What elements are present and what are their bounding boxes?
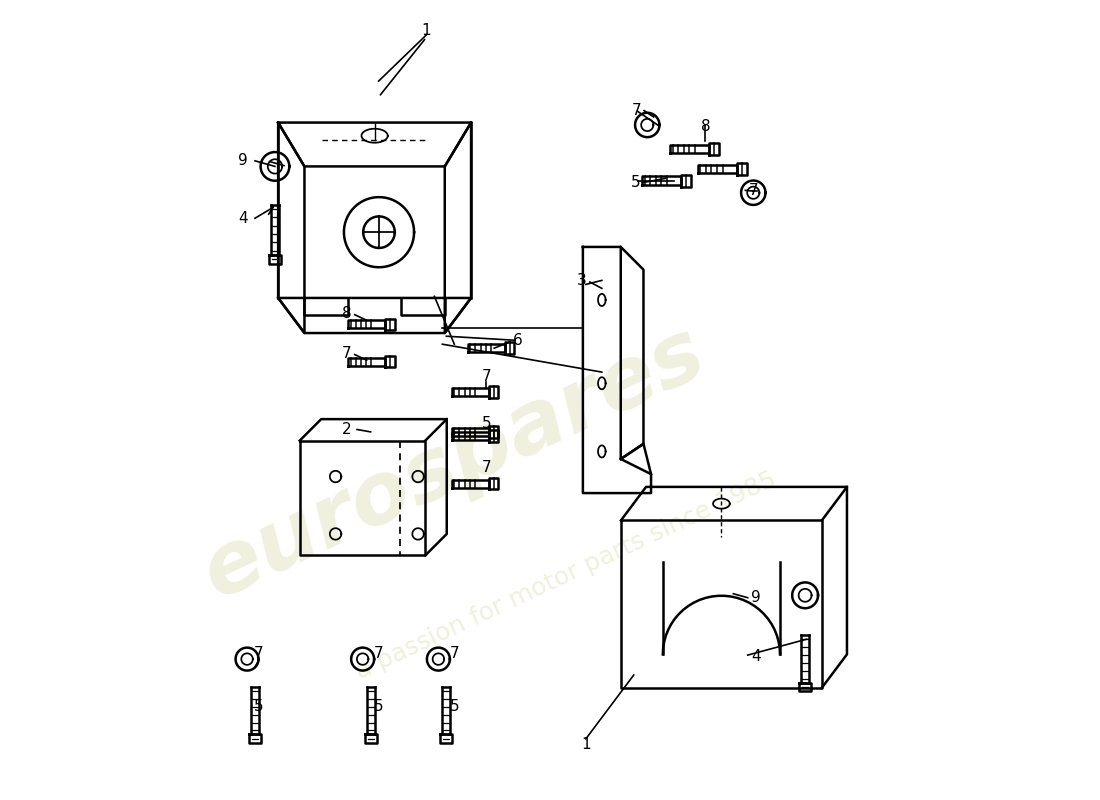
Text: eurospares: eurospares xyxy=(190,311,718,617)
Text: 5: 5 xyxy=(374,699,384,714)
Text: 5: 5 xyxy=(450,699,459,714)
Text: 2: 2 xyxy=(342,422,352,437)
Text: 7: 7 xyxy=(631,103,641,118)
Text: 7: 7 xyxy=(342,346,352,362)
Text: 5: 5 xyxy=(631,175,641,190)
Text: 3: 3 xyxy=(578,273,586,288)
Text: 4: 4 xyxy=(751,650,760,664)
Text: 1: 1 xyxy=(581,737,591,752)
Text: 9: 9 xyxy=(751,590,760,606)
Text: 5: 5 xyxy=(482,417,491,431)
Text: 1: 1 xyxy=(421,23,431,38)
Text: 7: 7 xyxy=(374,646,384,661)
Text: 8: 8 xyxy=(701,119,711,134)
Text: 6: 6 xyxy=(514,333,522,348)
Text: 7: 7 xyxy=(748,183,758,198)
Text: 5: 5 xyxy=(254,699,264,714)
Text: 7: 7 xyxy=(482,369,491,383)
Text: 7: 7 xyxy=(254,646,264,661)
Text: 4: 4 xyxy=(239,210,248,226)
Text: 7: 7 xyxy=(482,460,491,475)
Text: 7: 7 xyxy=(450,646,459,661)
Text: a passion for motor parts since 1985: a passion for motor parts since 1985 xyxy=(352,467,780,684)
Text: 8: 8 xyxy=(342,306,352,322)
Text: 9: 9 xyxy=(239,154,248,168)
